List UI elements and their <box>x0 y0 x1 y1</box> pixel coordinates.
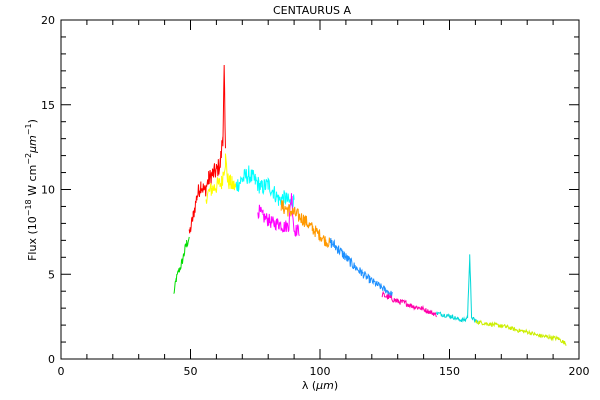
plot-frame <box>60 19 580 360</box>
x-tick-label: 50 <box>184 365 198 378</box>
series-4-line <box>235 165 295 209</box>
y-axis-label-exp3: −1 <box>24 123 33 135</box>
x-axis-label-prefix: λ ( <box>302 379 316 392</box>
series-5-line <box>257 193 300 238</box>
x-axis-label-unit: μm <box>315 379 334 392</box>
y-tick-label: 0 <box>48 353 55 366</box>
y-tick-label: 15 <box>41 99 55 112</box>
series-layer <box>173 64 567 346</box>
y-axis-label-um: μm <box>26 135 39 154</box>
chart-title: CENTAURUS A <box>273 4 351 17</box>
y-axis-label-w: W cm <box>26 165 39 200</box>
x-axis-label-suffix: ) <box>334 379 338 392</box>
y-tick-label: 20 <box>41 14 55 27</box>
series-1-line <box>173 236 190 294</box>
series-2-line <box>188 64 226 234</box>
series-6-line <box>280 200 331 249</box>
x-axis-label: λ (μm) <box>302 379 338 392</box>
y-axis-label-close: ) <box>26 119 39 123</box>
x-tick-label: 150 <box>439 365 460 378</box>
x-tick-label: 0 <box>58 365 65 378</box>
series-7-line <box>329 238 393 297</box>
y-tick-label: 5 <box>48 268 55 281</box>
y-axis-label-exp1: −18 <box>24 199 33 216</box>
y-axis-label-flux: Flux (10 <box>26 216 39 261</box>
x-tick-label: 100 <box>310 365 331 378</box>
y-tick-label: 10 <box>41 184 55 197</box>
series-10-line <box>474 319 567 346</box>
y-axis-label-exp2: −2 <box>24 153 33 165</box>
series-9-line <box>436 254 479 324</box>
x-tick-label: 200 <box>569 365 590 378</box>
series-8-line <box>381 290 437 318</box>
ticks-layer: 0 50 100 150 200 0 5 10 15 20 <box>41 14 590 378</box>
series-3-line <box>205 153 237 204</box>
y-axis-label: Flux (10−18 W cm−2μm−1) <box>24 119 39 261</box>
